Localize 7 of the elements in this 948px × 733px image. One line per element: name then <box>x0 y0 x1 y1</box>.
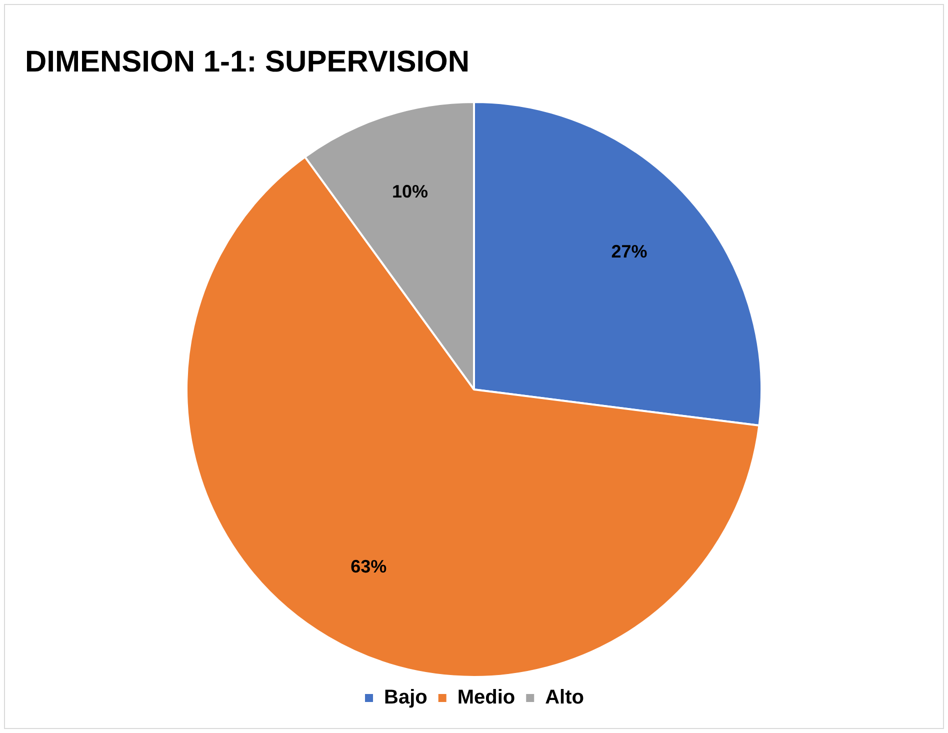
legend-label: Alto <box>545 686 584 709</box>
chart-title: DIMENSION 1-1: SUPERVISION <box>25 45 470 78</box>
legend-label: Medio <box>457 686 516 709</box>
legend-label: Bajo <box>384 686 428 709</box>
data-label: 10% <box>392 182 428 202</box>
data-label: 27% <box>611 242 648 262</box>
data-label: 63% <box>350 556 387 577</box>
